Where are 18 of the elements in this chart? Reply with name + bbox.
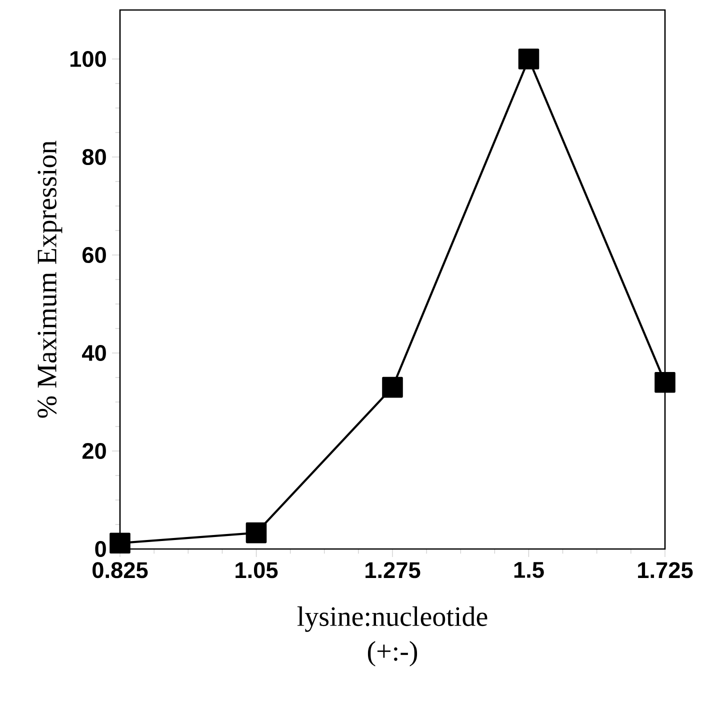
point [654, 372, 676, 393]
x-axis-title: lysine:nucleotide (+:-) [297, 606, 488, 666]
x-tick-label: 0.825 [92, 562, 148, 578]
y-tick-label: 40 [82, 344, 106, 362]
y-tick-label: 80 [82, 148, 106, 166]
y-tick-label: 0 [95, 540, 106, 558]
y-tick-label: 60 [82, 246, 106, 264]
y-tick-label: 20 [82, 442, 106, 460]
point [110, 532, 130, 554]
x-tick-label: 1.275 [366, 562, 420, 578]
y-tick-label: 100 [70, 50, 106, 68]
point [518, 48, 540, 70]
y-axis-title: % Maximum Expression [38, 140, 62, 418]
point [382, 376, 403, 398]
point [246, 522, 267, 544]
x-tick-label: 1.05 [236, 562, 278, 578]
x-tick-label: 1.725 [638, 562, 693, 578]
x-tick-label: 1.5 [514, 562, 544, 578]
